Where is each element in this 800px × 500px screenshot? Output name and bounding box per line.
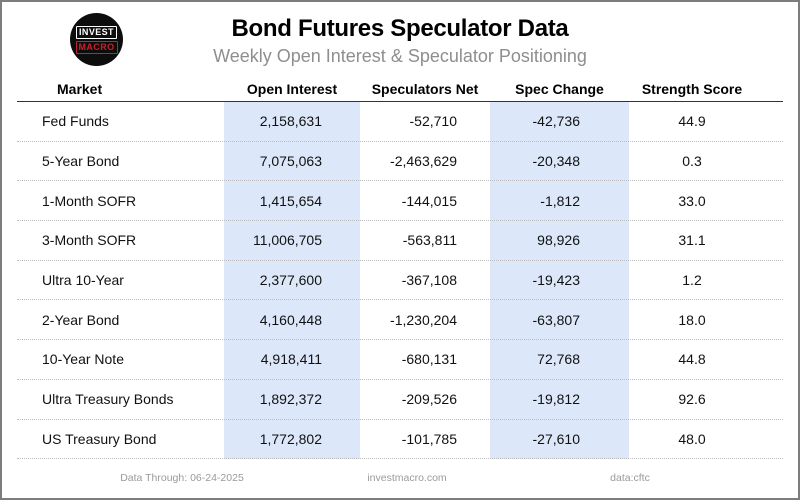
cell-spec-change: 98,926 [537,232,580,249]
cell-market: 10-Year Note [42,351,124,368]
table-row: Ultra Treasury Bonds 1,892,372 -209,526 … [17,380,783,420]
cell-market: Ultra Treasury Bonds [42,391,174,408]
column-header-market: Market [57,81,103,97]
cell-speculators-net: -209,526 [401,391,457,408]
table-row: Ultra 10-Year 2,377,600 -367,108 -19,423… [17,261,783,301]
cell-strength-score: 48.0 [678,430,706,447]
cell-speculators-net: -367,108 [401,272,457,289]
cell-open-interest: 11,006,705 [252,232,322,249]
cell-open-interest: 4,918,411 [260,351,322,368]
data-source-label: data:cftc [610,472,650,485]
table-row: 5-Year Bond 7,075,063 -2,463,629 -20,348… [17,142,783,182]
cell-market: Ultra 10-Year [42,272,124,289]
table-row: 2-Year Bond 4,160,448 -1,230,204 -63,807… [17,300,783,341]
cell-spec-change: -27,610 [532,430,580,447]
cell-speculators-net: -2,463,629 [390,153,457,170]
cell-speculators-net: -563,811 [402,232,457,249]
cell-market: 5-Year Bond [42,153,120,170]
column-header-strength-score: Strength Score [641,81,743,97]
cell-open-interest: 1,772,802 [259,430,322,447]
table-row: 10-Year Note 4,918,411 -680,131 72,768 4… [17,340,783,380]
open-interest-column-highlight [224,102,360,460]
cell-market: 3-Month SOFR [42,232,137,249]
cell-market: 2-Year Bond [42,311,120,328]
data-through-label: Data Through: 06-24-2025 [120,472,244,485]
cell-strength-score: 1.2 [682,272,702,289]
cell-market: 1-Month SOFR [42,192,137,209]
cell-open-interest: 2,377,600 [259,272,322,289]
cell-strength-score: 44.8 [678,351,706,368]
cell-speculators-net: -1,230,204 [390,311,457,328]
cell-strength-score: 18.0 [678,311,706,328]
cell-spec-change: -63,807 [532,311,580,328]
cell-strength-score: 33.0 [678,192,706,209]
column-header-open-interest: Open Interest [246,81,338,97]
cell-speculators-net: -52,710 [409,113,457,130]
cell-market: Fed Funds [42,113,109,130]
cell-open-interest: 1,415,654 [259,192,322,209]
cell-open-interest: 7,075,063 [259,153,322,170]
cell-open-interest: 2,158,631 [259,113,322,130]
cell-strength-score: 31.1 [678,232,706,249]
cell-open-interest: 1,892,372 [259,391,322,408]
logo-text-invest: INVEST [76,25,117,39]
table-row: 3-Month SOFR 11,006,705 -563,811 98,926 … [17,221,783,261]
page-subtitle: Weekly Open Interest & Speculator Positi… [213,46,587,66]
table-row: US Treasury Bond 1,772,802 -101,785 -27,… [17,420,783,460]
page-title: Bond Futures Speculator Data [231,15,569,42]
cell-spec-change: -1,812 [540,192,580,209]
table-header-row: Market Open Interest Speculators Net Spe… [17,78,783,102]
cell-spec-change: -19,812 [532,391,580,408]
cell-spec-change: -20,348 [532,153,580,170]
cell-open-interest: 4,160,448 [259,311,322,328]
cell-speculators-net: -144,015 [401,192,457,209]
logo-text-macro: MACRO [75,40,118,54]
footer: Data Through: 06-24-2025 investmacro.com… [2,459,798,493]
cell-strength-score: 92.6 [678,391,706,408]
spec-change-column-highlight [490,102,629,460]
cell-speculators-net: -680,131 [401,351,457,368]
cell-strength-score: 44.9 [678,113,706,130]
table-row: 1-Month SOFR 1,415,654 -144,015 -1,812 3… [17,181,783,222]
table-row: Fed Funds 2,158,631 -52,710 -42,736 44.9 [17,102,783,142]
website-label: investmacro.com [367,472,447,485]
cell-market: US Treasury Bond [42,430,157,447]
cell-strength-score: 0.3 [682,153,702,170]
table-body: Fed Funds 2,158,631 -52,710 -42,736 44.9… [17,102,783,460]
cell-spec-change: -42,736 [532,113,580,130]
investmacro-logo: INVEST MACRO [70,13,123,66]
cell-spec-change: -19,423 [532,272,580,289]
cell-speculators-net: -101,785 [401,430,457,447]
masthead: INVEST MACRO Bond Futures Speculator Dat… [2,2,798,78]
column-header-speculators-net: Speculators Net [371,81,479,97]
column-header-spec-change: Spec Change [515,81,604,97]
data-table: Market Open Interest Speculators Net Spe… [17,78,783,460]
cell-spec-change: 72,768 [537,351,580,368]
